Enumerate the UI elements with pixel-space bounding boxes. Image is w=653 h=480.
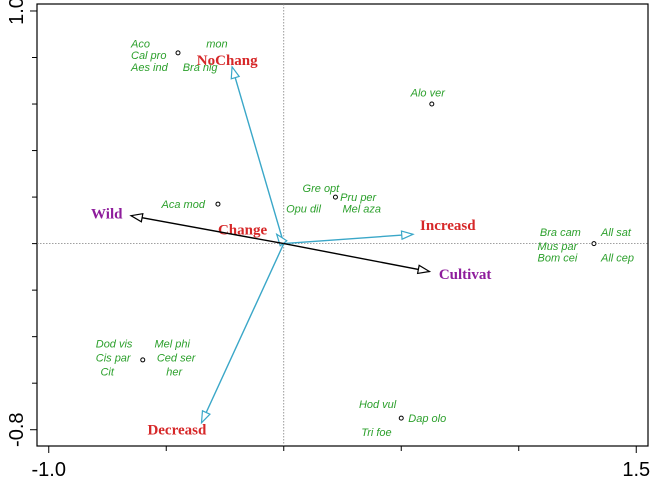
y-tick-label: 1.0 <box>6 0 28 25</box>
site-label: Alo ver <box>410 87 447 99</box>
site-label: her <box>166 367 183 379</box>
vector-line-wild <box>130 215 284 245</box>
site-label: Aca mod <box>161 199 206 211</box>
y-tick-label: -0.8 <box>6 412 28 446</box>
site-label: Cal pro <box>131 50 166 62</box>
site-label: All cep <box>600 253 634 265</box>
site-label: Dod vis <box>96 339 133 351</box>
site-point <box>429 101 435 107</box>
vector-arrowhead-decreasd <box>200 409 211 425</box>
vector-line-increasd <box>283 233 414 245</box>
site-point <box>215 201 221 207</box>
site-label: Dap olo <box>408 413 446 425</box>
vector-line-decreasd <box>200 243 285 424</box>
site-label: All sat <box>600 227 632 239</box>
site-label: Tri foe <box>361 427 391 439</box>
site-point <box>591 241 597 247</box>
site-label: Mel aza <box>343 204 382 216</box>
plot-frame <box>36 3 649 447</box>
vector-layer: NoChang Increasd Change Decreasd Wild Cultiva… <box>91 53 491 439</box>
vector-line-nochang <box>231 66 285 244</box>
site-point <box>332 194 338 200</box>
vector-arrowhead-nochang <box>230 65 241 80</box>
vector-arrowhead-increasd <box>400 230 415 241</box>
site-label: Bra cam <box>540 227 581 239</box>
site-label: Mel phi <box>155 339 191 351</box>
site-label: Mus par <box>538 241 579 253</box>
site-label: Opu dil <box>286 204 321 216</box>
vector-label: Cultivat <box>439 267 492 283</box>
site-label: Aes ind <box>130 62 169 74</box>
site-label: Bom cei <box>538 253 578 265</box>
site-label: Cit <box>100 367 114 379</box>
site-point <box>175 50 181 56</box>
vector-arrowhead-cultivat <box>416 264 432 275</box>
x-tick-label: -1.0 <box>32 459 66 480</box>
site-point <box>398 415 404 421</box>
vector-label: NoChang <box>197 53 258 69</box>
site-label: Cis par <box>96 353 132 365</box>
reference-lines <box>37 4 648 446</box>
x-tick-label: 1.5 <box>622 459 650 480</box>
site-label: Ced ser <box>157 353 197 365</box>
vector-label: Wild <box>91 206 123 222</box>
vector-label: Decreasd <box>147 423 207 439</box>
vector-arrowhead-wild <box>129 212 144 223</box>
axes: -1.0 1.5 1.0 -0.8 <box>6 0 650 480</box>
site-point <box>140 357 146 363</box>
vector-label: Increasd <box>420 218 476 234</box>
vector-line-cultivat <box>283 242 430 273</box>
site-label: mon <box>206 39 227 51</box>
site-label: Hod vul <box>359 399 397 411</box>
site-label: Pru per <box>340 192 377 204</box>
vector-label: Change <box>218 223 268 239</box>
site-label: Bra nig <box>183 62 219 74</box>
site-label: Aco <box>130 39 150 51</box>
site-label: Gre opt <box>303 183 341 195</box>
